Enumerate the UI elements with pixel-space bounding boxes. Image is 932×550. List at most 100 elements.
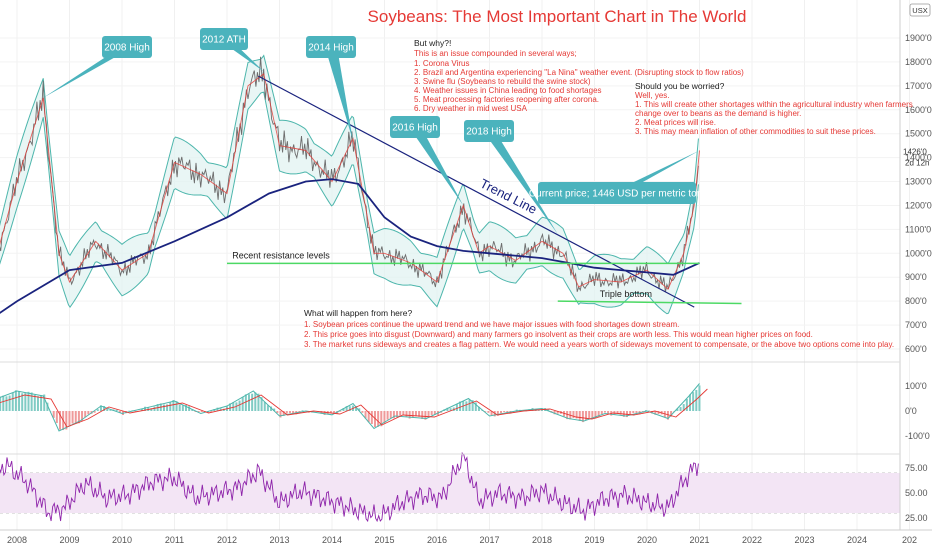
macd-histogram-bar <box>27 391 30 411</box>
macd-histogram-bar <box>553 411 556 415</box>
macd-histogram-bar <box>685 398 688 411</box>
macd-histogram-bar <box>219 408 222 411</box>
x-tick-label: 2019 <box>584 535 604 545</box>
callout-box <box>538 182 696 204</box>
why-annotation: But why?! This is an issue compounded in… <box>414 38 744 113</box>
macd-histogram-bar <box>118 411 121 413</box>
macd-histogram-bar <box>103 405 106 411</box>
macd-histogram-bar <box>578 411 581 421</box>
why-line: 2. Brazil and Argentina experiencing "La… <box>414 68 744 77</box>
macd-histogram-bar <box>566 411 569 420</box>
macd-histogram-bar <box>383 411 386 424</box>
macd-histogram-bar <box>36 396 39 411</box>
macd-histogram-bar <box>33 394 36 411</box>
callouts-layer: 2008 High 2012 ATH 2014 High 2016 High 2018 … <box>43 28 705 235</box>
macd-histogram-bar <box>200 411 203 413</box>
macd-histogram-bar <box>676 408 679 411</box>
macd-histogram-bar <box>500 411 502 414</box>
macd-histogram-bar <box>285 411 288 414</box>
macd-histogram-bar <box>414 411 417 417</box>
macd-histogram-bar <box>629 411 632 415</box>
macd-histogram-bar <box>292 411 295 415</box>
macd-histogram-bar <box>55 411 58 423</box>
macd-histogram-bar <box>588 411 591 419</box>
macd-histogram-bar <box>81 411 84 422</box>
rsi-tick-label: 25.00 <box>905 513 928 523</box>
x-tick-label: 2014 <box>322 535 342 545</box>
macd-histogram-bar <box>244 394 247 411</box>
worried-line: 1. This will create other shortages with… <box>635 100 913 109</box>
x-tick-label: 2012 <box>217 535 237 545</box>
macd-histogram-bar <box>474 402 477 411</box>
macd-histogram-bar <box>468 399 471 411</box>
macd-histogram-bar <box>607 411 610 415</box>
callout-box <box>464 120 514 142</box>
macd-histogram-bar <box>358 408 361 411</box>
macd-histogram-bar <box>367 411 370 423</box>
macd-histogram-bar <box>144 406 147 411</box>
macd-histogram-bar <box>380 411 383 427</box>
future-heading: What will happen from here? <box>304 308 412 318</box>
macd-histogram-bar <box>616 411 619 414</box>
lower-band <box>0 91 699 315</box>
macd-histogram-bar <box>670 411 673 417</box>
macd-histogram-bar <box>323 411 326 416</box>
macd-histogram-bar <box>487 411 490 413</box>
macd-histogram-bar <box>651 411 654 414</box>
y-tick-label: 1100'0 <box>905 224 931 234</box>
macd-histogram-bar <box>11 392 14 411</box>
future-line: 3. The market runs sideways and creates … <box>304 340 894 349</box>
macd-histogram-bar <box>251 393 254 411</box>
x-tick-label: 2021 <box>689 535 709 545</box>
macd-histogram-bar <box>594 411 597 419</box>
callout-pointer <box>483 131 558 235</box>
macd-histogram-bar <box>298 411 301 413</box>
macd-histogram-bar <box>682 404 685 411</box>
upper-band <box>0 54 699 270</box>
y-tick-label: 600'0 <box>905 344 927 354</box>
macd-histogram-bar <box>411 411 414 418</box>
macd-histogram-bar <box>301 410 304 411</box>
macd-histogram-bar <box>477 406 480 411</box>
macd-histogram-bar <box>185 404 187 411</box>
future-line: 1. Soybean prices continue the upward tr… <box>304 320 679 329</box>
x-tick-label: 2010 <box>112 535 132 545</box>
macd-histogram-bar <box>471 400 474 411</box>
macd-histogram-bar <box>329 411 332 413</box>
macd-histogram-bar <box>68 411 71 427</box>
callout-label: 2016 High <box>392 123 438 134</box>
y-tick-label: 1900'0 <box>905 33 932 43</box>
worried-annotation: Should you be worried? Well, yes. 1. Thi… <box>635 81 913 136</box>
macd-histogram-bar <box>481 410 484 411</box>
callout-label: 2012 ATH <box>202 35 246 46</box>
callout-label: Current price; 1446 USD per metric ton. <box>529 189 705 200</box>
macd-histogram-bar <box>389 411 392 419</box>
macd-histogram-bar <box>229 403 232 411</box>
macd-histogram-bar <box>591 411 594 418</box>
macd-histogram-bar <box>581 411 584 423</box>
macd-histogram-bar <box>689 394 691 411</box>
macd-histogram-bar <box>465 401 468 411</box>
rsi-tick-label: 50.00 <box>905 488 928 498</box>
macd-histogram-bar <box>333 411 336 414</box>
macd-histogram-bar <box>396 411 399 418</box>
macd-histogram-bar <box>172 400 175 411</box>
macd-histogram-bar <box>5 396 8 411</box>
currency-badge-label: USX <box>912 6 927 15</box>
macd-histogram-bar <box>503 411 506 413</box>
x-tick-label: 2015 <box>374 535 394 545</box>
macd-histogram-bar <box>282 411 285 417</box>
macd-histogram-bar <box>377 411 380 427</box>
macd-histogram-bar <box>238 400 241 411</box>
callout-pointer <box>325 47 353 141</box>
x-tick-label: 2024 <box>847 535 867 545</box>
macd-histogram-bar <box>433 411 436 415</box>
macd-histogram-bar <box>241 396 244 411</box>
macd-histogram-bar <box>169 401 172 411</box>
band-fill <box>0 55 699 314</box>
macd-histogram-bar <box>449 408 452 411</box>
why-line: 3. Swine flu (Soybeans to rebuild the sw… <box>414 77 591 86</box>
x-tick-label: 202 <box>902 535 917 545</box>
